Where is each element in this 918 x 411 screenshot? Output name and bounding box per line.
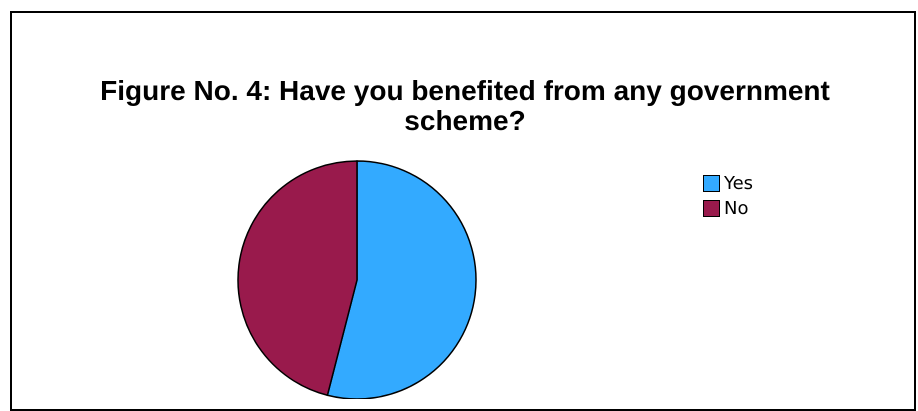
legend-label-no: No [724, 198, 748, 219]
pie-slices [238, 161, 476, 399]
legend-item-yes: Yes [703, 171, 753, 196]
legend-swatch-yes [703, 175, 720, 192]
legend-item-no: No [703, 196, 753, 221]
legend-label-yes: Yes [724, 173, 753, 194]
legend-swatch-no [703, 200, 720, 217]
pie-chart [0, 0, 918, 399]
legend: Yes No [703, 171, 753, 221]
